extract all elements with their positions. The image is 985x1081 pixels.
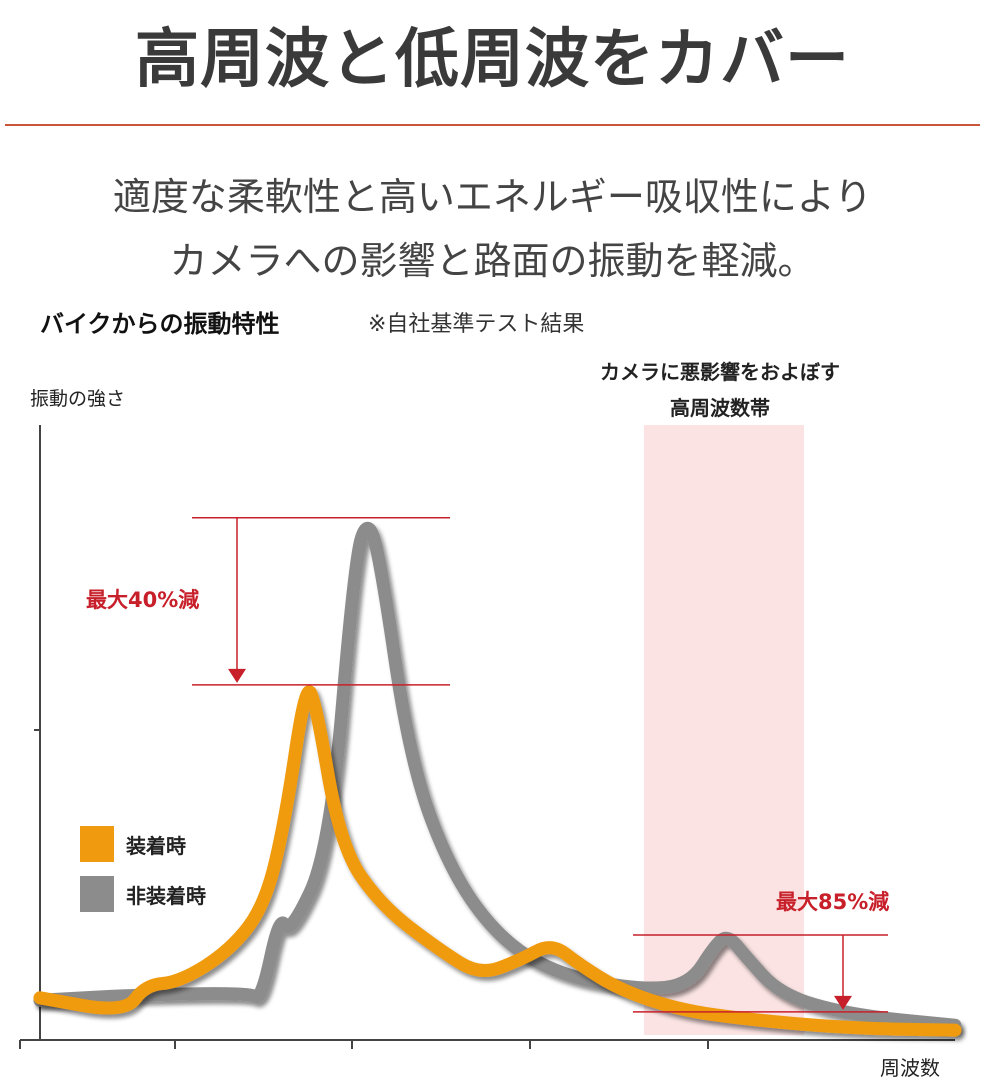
- series-line-without-mount: [33, 521, 962, 1032]
- chart-title: バイクからの振動特性: [40, 310, 280, 338]
- legend-label: 装着時: [126, 833, 186, 858]
- band-label-line-1: カメラに悪影響をおよぼす: [600, 360, 840, 384]
- annotation-label-40: 最大40%減: [86, 588, 200, 612]
- legend-item-with-mount: 装着時: [80, 826, 186, 862]
- page-title: 高周波と低周波をカバー: [135, 23, 850, 97]
- legend-label: 非装着時: [126, 883, 206, 908]
- legend-item-without-mount: 非装着時: [80, 876, 206, 912]
- arrow-down-icon: [834, 995, 852, 1010]
- annotation-label-85: 最大85%減: [776, 890, 890, 914]
- y-axis-label: 振動の強さ: [30, 388, 126, 410]
- subtitle-line-2: カメラへの影響と路面の振動を軽減。: [169, 239, 816, 283]
- divider: [5, 124, 980, 126]
- subtitle-line-1: 適度な柔軟性と高いエネルギー吸収性により: [112, 175, 873, 219]
- x-axis-label: 周波数: [880, 1056, 940, 1080]
- chart-note: ※自社基準テスト結果: [368, 312, 585, 337]
- legend-swatch-gray: [80, 876, 114, 912]
- legend-swatch-orange: [80, 826, 114, 862]
- series-line-with-mount: [33, 685, 962, 1037]
- band-label-line-2: 高周波数帯: [670, 396, 770, 420]
- arrow-down-icon: [228, 668, 246, 683]
